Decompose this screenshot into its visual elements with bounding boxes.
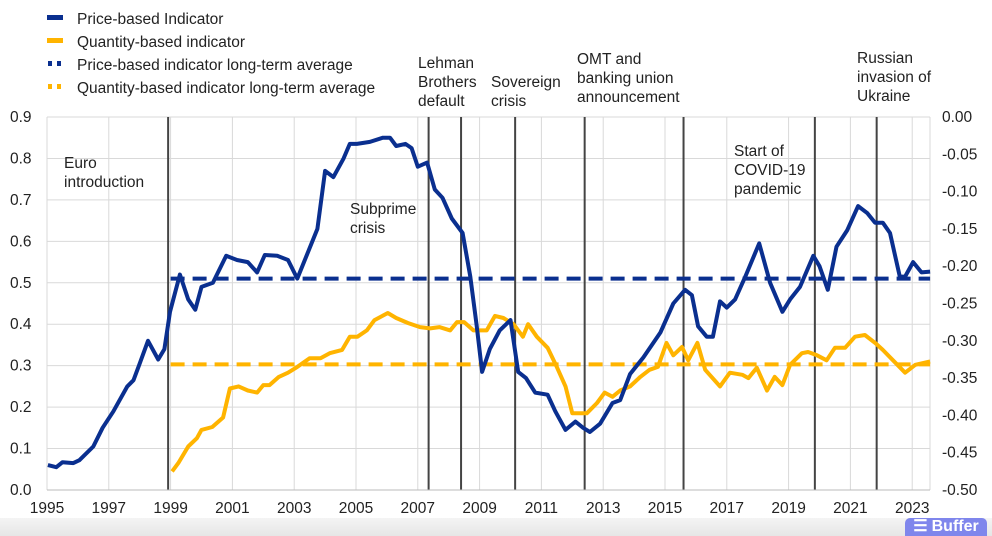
x-tick-label: 1999	[153, 500, 187, 517]
legend-label-price: Price-based Indicator	[77, 11, 223, 28]
annotation-covid-pandemic: COVID-19	[734, 162, 806, 179]
buffer-logo-icon: ☰	[913, 518, 928, 535]
y2-tick-label: -0.35	[942, 370, 977, 387]
x-tick-label: 2005	[339, 500, 373, 517]
annotation-lehman-default: default	[418, 93, 465, 110]
legend-swatch-price-average-dot	[57, 61, 61, 66]
x-tick-label: 2007	[401, 500, 435, 517]
y2-tick-label: -0.50	[942, 482, 978, 499]
annotation-euro-introduction: Euro	[64, 155, 97, 172]
y2-tick-label: -0.30	[942, 333, 978, 350]
legend-label-quantity: Quantity-based indicator	[77, 34, 245, 51]
y2-tick-label: -0.25	[942, 296, 977, 313]
buffer-label: Buffer	[931, 518, 979, 535]
y-tick-label: 0.3	[10, 358, 32, 375]
x-tick-label: 2023	[895, 500, 929, 517]
annotation-russian-invasion: invasion of	[857, 69, 932, 86]
legend: Price-based Indicator Quantity-based ind…	[47, 11, 375, 97]
annotation-euro-introduction: introduction	[64, 174, 144, 191]
axes: 0.0 0.1 0.2 0.3 0.4 0.5 0.6 0.7 0.8 0.9 0.00 -0.05 -…	[10, 109, 978, 517]
legend-item-quantity-average: Quantity-based indicator long-term avera…	[48, 80, 375, 97]
y2-tick-label: -0.05	[942, 146, 977, 163]
legend-swatch-price-average	[48, 61, 52, 66]
x-tick-label: 2019	[771, 500, 805, 517]
legend-label-quantity-average: Quantity-based indicator long-term avera…	[77, 80, 375, 97]
annotations: Euro introduction Subprime crisis Lehman Brot…	[64, 50, 932, 237]
annotation-covid-pandemic: Start of	[734, 143, 785, 160]
annotation-sovereign-crisis: crisis	[491, 93, 527, 110]
legend-swatch-quantity-average-dot	[57, 84, 61, 89]
y2-tick-label: -0.40	[942, 407, 978, 424]
annotation-covid-pandemic: pandemic	[734, 181, 801, 198]
legend-swatch-price	[47, 15, 63, 20]
y-tick-label: 0.2	[10, 399, 32, 416]
x-tick-label: 2003	[277, 500, 311, 517]
y2-tick-label: 0.00	[942, 109, 973, 126]
x-tick-label: 1997	[92, 500, 126, 517]
annotation-omt-announcement: banking union	[577, 70, 674, 87]
annotation-lehman-default: Lehman	[418, 55, 474, 72]
legend-item-quantity: Quantity-based indicator	[47, 34, 245, 51]
quantity-based-indicator-line	[170, 311, 931, 473]
x-tick-label: 2001	[215, 500, 249, 517]
legend-swatch-quantity	[47, 38, 63, 43]
legend-label-price-average: Price-based indicator long-term average	[77, 57, 353, 74]
x-tick-label: 2017	[710, 500, 744, 517]
y-tick-label: 0.9	[10, 109, 32, 126]
annotation-sovereign-crisis: Sovereign	[491, 74, 561, 91]
annotation-omt-announcement: OMT and	[577, 51, 641, 68]
y-tick-label: 0.8	[10, 150, 32, 167]
x-tick-label: 2013	[586, 500, 620, 517]
event-lines	[167, 117, 878, 490]
y2-tick-label: -0.10	[942, 184, 978, 201]
annotation-russian-invasion: Ukraine	[857, 88, 910, 105]
legend-item-price-average: Price-based indicator long-term average	[48, 57, 353, 74]
y-tick-label: 0.5	[10, 275, 32, 292]
annotation-subprime-crisis: crisis	[350, 220, 386, 237]
y-tick-label: 0.4	[10, 316, 32, 333]
x-tick-label: 2009	[462, 500, 496, 517]
price-based-indicator-line	[47, 135, 931, 470]
buffer-share-button[interactable]: ☰ Buffer	[905, 518, 987, 536]
x-tick-label: 2011	[525, 500, 558, 517]
y2-tick-label: -0.45	[942, 445, 977, 462]
annotation-omt-announcement: announcement	[577, 89, 680, 106]
annotation-russian-invasion: Russian	[857, 50, 913, 67]
y-tick-label: 0.0	[10, 482, 32, 499]
legend-item-price: Price-based Indicator	[47, 11, 223, 28]
y2-tick-label: -0.20	[942, 258, 978, 275]
y2-tick-label: -0.15	[942, 221, 977, 238]
x-tick-label: 2015	[648, 500, 682, 517]
annotation-lehman-default: Brothers	[418, 74, 477, 91]
y-tick-label: 0.7	[10, 192, 32, 209]
bottom-band	[0, 518, 992, 536]
x-tick-label: 1995	[30, 500, 64, 517]
annotation-subprime-crisis: Subprime	[350, 201, 416, 218]
series-layer	[47, 135, 931, 473]
legend-swatch-quantity-average	[48, 84, 52, 89]
y-tick-label: 0.1	[10, 441, 32, 458]
y-tick-label: 0.6	[10, 233, 32, 250]
x-tick-label: 2021	[833, 500, 867, 517]
